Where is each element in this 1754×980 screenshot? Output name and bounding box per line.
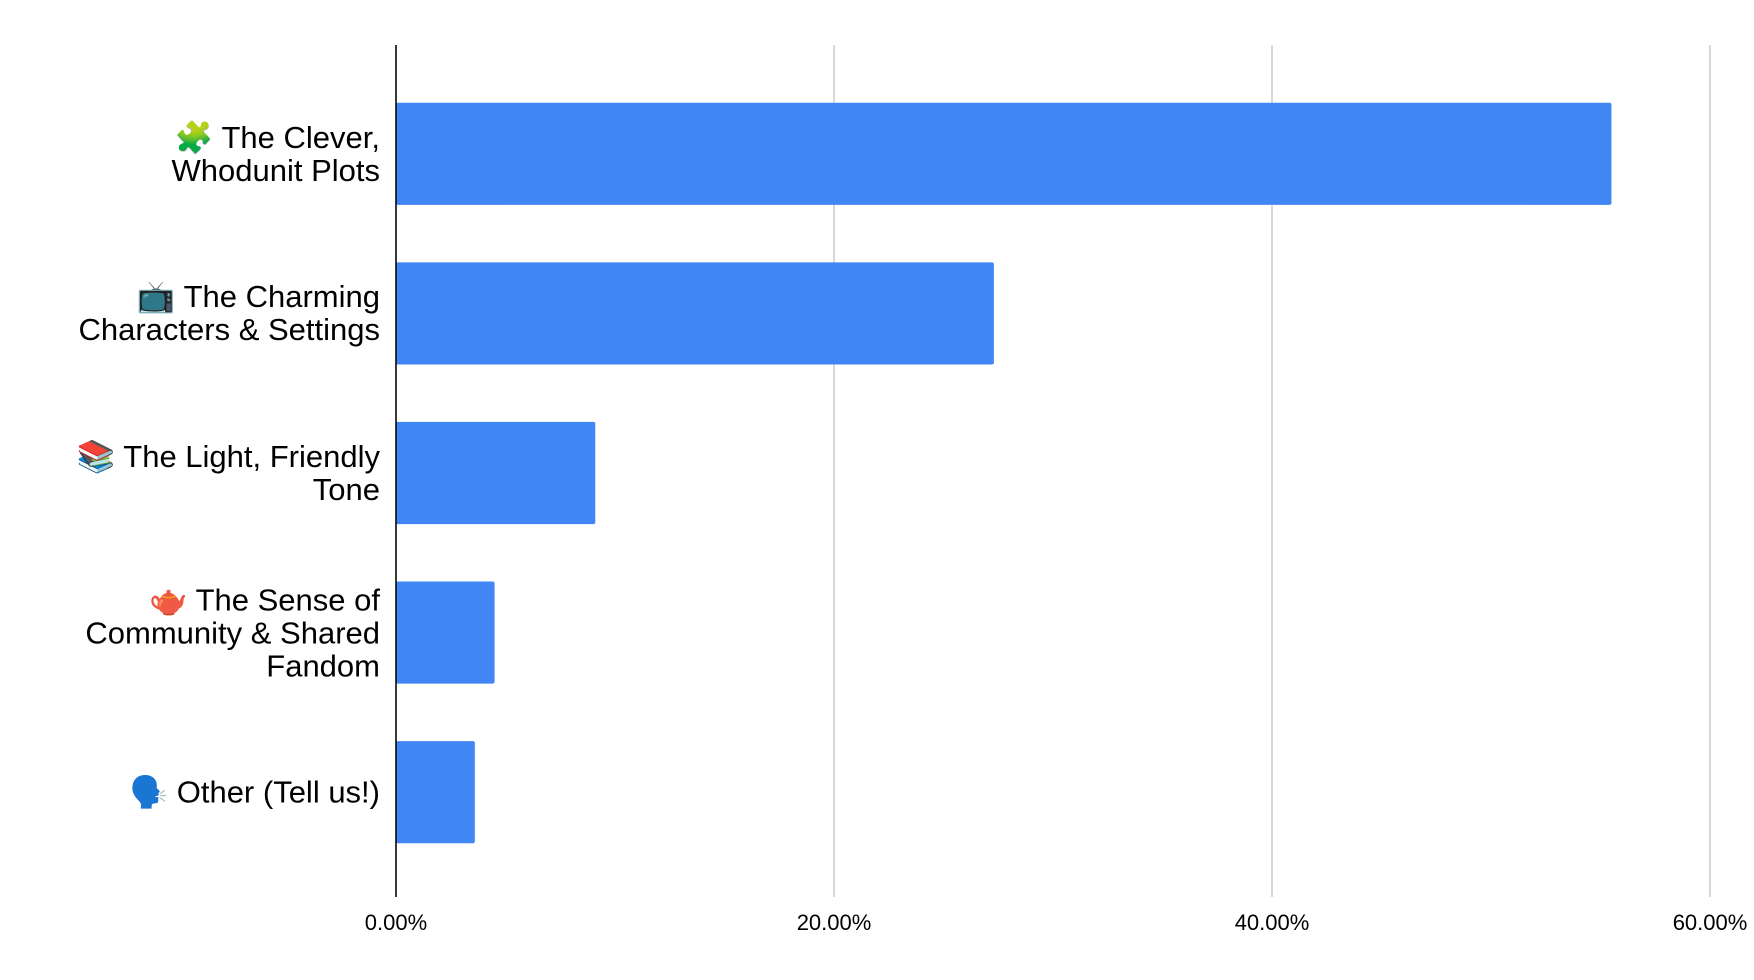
bar xyxy=(396,741,475,844)
x-tick-label: 60.00% xyxy=(1673,910,1748,935)
y-tick-label: 📺 The Charming Characters & Settings xyxy=(78,279,380,348)
x-tick-label: 0.00% xyxy=(365,910,427,935)
bar xyxy=(396,581,495,684)
y-tick-label: 🫖 The Sense of Community & Shared Fandom xyxy=(85,582,380,684)
y-tick-label: 🧩 The Clever, Whodunit Plots xyxy=(171,119,381,188)
bar xyxy=(396,262,994,365)
x-tick-label: 40.00% xyxy=(1235,910,1310,935)
y-tick-label: 📚 The Light, Friendly Tone xyxy=(76,439,380,507)
bar xyxy=(396,102,1612,205)
bar xyxy=(396,421,596,525)
y-tick-label: 🗣️ Other (Tell us!) xyxy=(129,774,380,810)
x-tick-label: 20.00% xyxy=(797,910,872,935)
